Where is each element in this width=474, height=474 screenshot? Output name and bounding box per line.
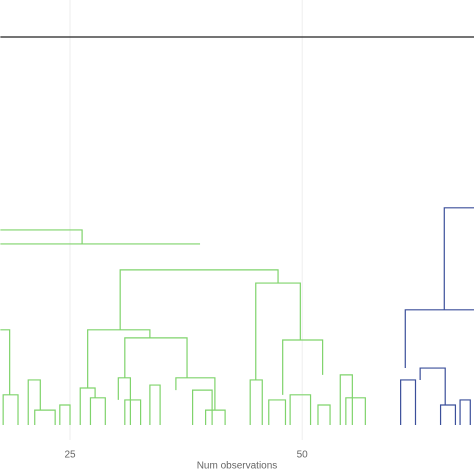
dendrogram-link — [34, 409, 56, 425]
dendrogram-link — [79, 387, 96, 425]
dendrogram-link — [119, 269, 279, 330]
dendrogram-link — [87, 329, 151, 389]
dendrogram-link — [249, 379, 263, 425]
dendrogram-link — [124, 337, 188, 378]
x-tick-label: 50 — [297, 450, 309, 461]
dendrogram-link — [149, 384, 161, 425]
dendrogram-link — [205, 409, 226, 425]
dendrogram-link — [268, 399, 287, 425]
dendrogram-link — [192, 389, 213, 425]
dendrogram-link — [27, 379, 41, 425]
x-axis-label: Num observations — [197, 461, 278, 472]
dendrogram-link — [443, 207, 474, 310]
dendrogram-link — [404, 309, 474, 369]
dendrogram-link — [0, 229, 83, 244]
dendrogram-link — [124, 399, 142, 425]
dendrogram-link — [255, 282, 301, 380]
dendrogram-link — [419, 367, 446, 406]
x-tick-label: 25 — [64, 450, 76, 461]
dendrogram-link — [345, 397, 366, 425]
dendrogram-link — [282, 339, 324, 395]
dendrogram-link — [117, 377, 131, 425]
dendrogram-link — [0, 329, 11, 395]
dendrogram-link — [439, 404, 457, 425]
dendrogram-link — [59, 404, 71, 425]
dendrogram-link — [289, 394, 312, 425]
dendrogram-link — [459, 399, 471, 425]
dendrogram-link — [89, 397, 106, 425]
dendrogram-link — [339, 374, 353, 425]
dendrogram-link — [400, 379, 417, 425]
dendrogram-link — [2, 394, 19, 425]
dendrogram-link — [317, 404, 331, 425]
dendrogram-link — [175, 377, 216, 411]
